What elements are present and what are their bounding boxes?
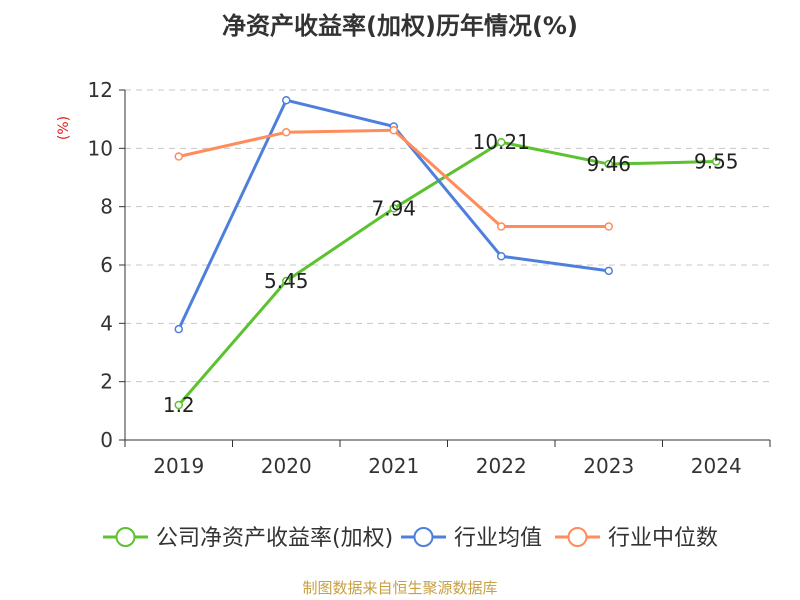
data-label: 9.46 bbox=[586, 152, 631, 176]
data-point bbox=[174, 152, 183, 161]
x-tick-label: 2022 bbox=[476, 454, 527, 478]
x-tick-label: 2019 bbox=[153, 454, 204, 478]
source-note: 制图数据来自恒生聚源数据库 bbox=[302, 579, 497, 597]
y-tick-label: 10 bbox=[88, 136, 113, 160]
data-point bbox=[497, 252, 506, 261]
data-labels: 1.2 5.45 7.94 10.21 9.46 9.55 bbox=[163, 130, 739, 417]
series-0 bbox=[174, 137, 721, 410]
y-tick-label: 8 bbox=[100, 195, 113, 219]
data-point bbox=[174, 324, 183, 334]
data-point bbox=[389, 126, 398, 135]
legend-item-1: 行业均值 bbox=[401, 526, 542, 551]
y-tick-label: 4 bbox=[100, 311, 113, 335]
data-point bbox=[712, 157, 721, 166]
data-label: 9.55 bbox=[694, 149, 739, 173]
series-line bbox=[177, 140, 717, 406]
data-point bbox=[282, 95, 291, 105]
data-point bbox=[282, 276, 291, 286]
data-label: 7.94 bbox=[371, 196, 416, 220]
legend-label: 公司净资产收益率(加权) bbox=[156, 526, 393, 551]
x-tick-label: 2024 bbox=[691, 454, 742, 478]
legend-item-0: 公司净资产收益率(加权) bbox=[103, 526, 393, 551]
data-label: 1.2 bbox=[163, 393, 195, 417]
legend-item-2: 行业中位数 bbox=[555, 526, 718, 551]
x-tick-label: 2020 bbox=[261, 454, 312, 478]
x-tick-label: 2023 bbox=[583, 454, 634, 478]
legend-label: 行业中位数 bbox=[608, 526, 718, 551]
y-tick-label: 0 bbox=[100, 428, 113, 452]
legend-label: 行业均值 bbox=[454, 526, 542, 551]
y-axis-unit-label: (%) bbox=[56, 116, 72, 140]
series-2 bbox=[174, 126, 613, 231]
legend-marker bbox=[115, 527, 136, 547]
data-point bbox=[389, 204, 398, 213]
legend-marker bbox=[413, 527, 434, 547]
legend-marker bbox=[567, 527, 588, 547]
data-point bbox=[282, 128, 291, 137]
data-point bbox=[497, 137, 506, 147]
y-tick-label: 12 bbox=[88, 78, 113, 102]
data-point bbox=[604, 222, 613, 231]
data-point bbox=[604, 159, 613, 169]
series-lines bbox=[174, 95, 721, 410]
data-point bbox=[604, 266, 613, 276]
legend: 公司净资产收益率(加权) 行业均值 行业中位数 bbox=[103, 526, 718, 551]
data-label: 5.45 bbox=[264, 269, 309, 293]
y-tick-label: 2 bbox=[100, 370, 113, 394]
chart-title: 净资产收益率(加权)历年情况(%) bbox=[222, 12, 578, 40]
data-label: 10.21 bbox=[473, 130, 530, 154]
grid-lines bbox=[125, 89, 770, 383]
data-point bbox=[174, 400, 183, 410]
data-point bbox=[497, 222, 506, 231]
x-tick-label: 2021 bbox=[368, 454, 419, 478]
y-tick-label: 6 bbox=[100, 253, 113, 277]
axes: 0 2 4 6 8 10 12 2019 2020 2021 2022 2023 2024 bbox=[88, 78, 771, 478]
